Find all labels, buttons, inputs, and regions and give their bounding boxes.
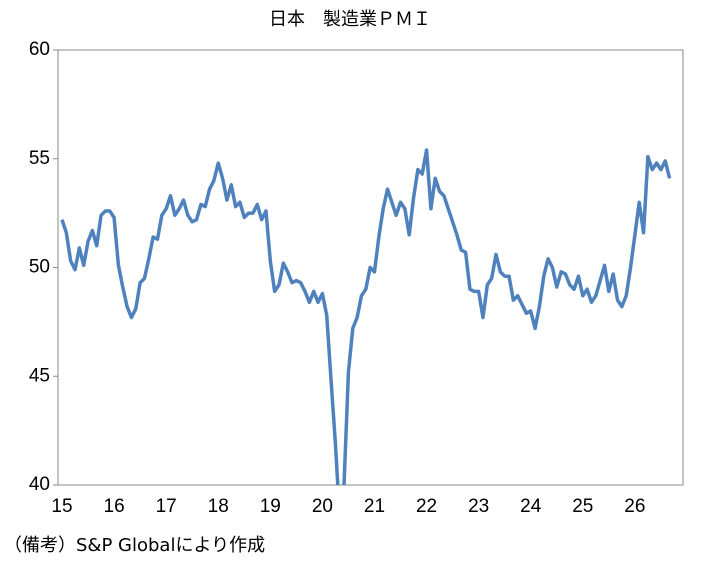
- x-tick-label: 23: [468, 496, 489, 517]
- x-tick-label: 20: [312, 496, 333, 517]
- y-tick-label: 55: [29, 148, 50, 169]
- x-tick-label: 17: [156, 496, 177, 517]
- y-tick-label: 45: [29, 365, 50, 386]
- x-tick-label: 18: [208, 496, 229, 517]
- y-tick-label: 40: [29, 474, 50, 495]
- source-note: （備考）S&P Globalにより作成: [4, 535, 265, 556]
- y-tick-label: 60: [29, 39, 50, 60]
- x-tick-label: 21: [364, 496, 385, 517]
- y-tick-label: 50: [29, 257, 50, 278]
- x-tick-label: 24: [520, 496, 542, 517]
- x-tick-label: 16: [104, 496, 125, 517]
- x-tick-label: 15: [51, 496, 72, 517]
- x-tick-label: 22: [416, 496, 437, 517]
- plot-area: [60, 148, 672, 485]
- x-tick-label: 19: [260, 496, 281, 517]
- data-line: [60, 148, 672, 485]
- x-tick-label: 25: [572, 496, 593, 517]
- chart-title: 日本 製造業ＰＭＩ: [269, 9, 431, 30]
- x-tick-label: 26: [624, 496, 645, 517]
